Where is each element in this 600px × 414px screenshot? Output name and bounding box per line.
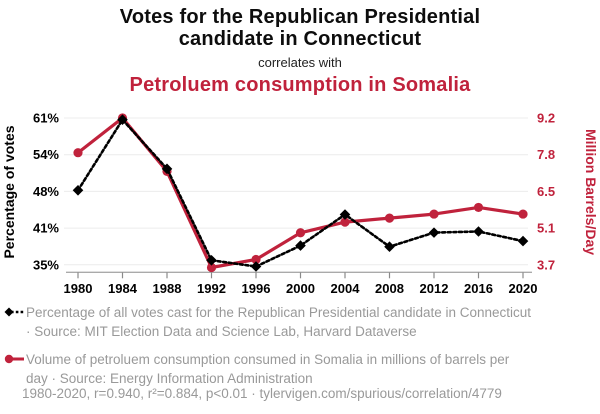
svg-text:2000: 2000 bbox=[286, 281, 315, 296]
svg-text:2004: 2004 bbox=[331, 281, 361, 296]
left-axis-ticks: 61% 54% 48% 41% 35% bbox=[33, 111, 59, 273]
line-chart-canvas: 61% 54% 48% 41% 35% 9.2 7.8 6.5 5.1 3.7 1980 1984… bbox=[1, 111, 599, 297]
chart-subtitle: Petroluem consumption in Somalia bbox=[129, 74, 471, 96]
svg-text:3.7: 3.7 bbox=[537, 257, 555, 272]
svg-text:2008: 2008 bbox=[375, 281, 404, 296]
svg-text:1980: 1980 bbox=[64, 281, 93, 296]
legend-item-votes: Percentage of all votes cast for the Rep… bbox=[4, 303, 596, 341]
svg-text:61%: 61% bbox=[33, 111, 59, 126]
legend-petroleum-text: Volume of petroluem consumption consumed… bbox=[26, 352, 510, 386]
svg-text:5.1: 5.1 bbox=[537, 221, 555, 236]
petroleum-series-icon bbox=[4, 354, 24, 364]
svg-text:48%: 48% bbox=[33, 184, 59, 199]
series-layer bbox=[72, 113, 529, 273]
correlates-with-label: correlates with bbox=[258, 55, 342, 70]
votes-series-icon bbox=[4, 307, 24, 317]
stats-footer: 1980-2020, r=0.940, r²=0.884, p<0.01 · t… bbox=[22, 386, 502, 401]
svg-text:2020: 2020 bbox=[509, 281, 538, 296]
legend-votes-text: Percentage of all votes cast for the Rep… bbox=[26, 305, 532, 339]
svg-text:54%: 54% bbox=[33, 147, 59, 162]
chart-header: Votes for the Republican Presidential ca… bbox=[0, 6, 600, 97]
svg-text:7.8: 7.8 bbox=[537, 147, 555, 162]
chart-title: Votes for the Republican Presidential ca… bbox=[119, 6, 481, 50]
left-axis-title: Percentage of votes bbox=[1, 125, 17, 258]
svg-text:41%: 41% bbox=[33, 221, 59, 236]
svg-text:35%: 35% bbox=[33, 257, 59, 272]
legend-item-petroleum: Volume of petroluem consumption consumed… bbox=[4, 350, 596, 388]
svg-text:1992: 1992 bbox=[197, 281, 226, 296]
legend: Percentage of all votes cast for the Rep… bbox=[4, 303, 596, 388]
svg-text:2012: 2012 bbox=[420, 281, 449, 296]
svg-text:1984: 1984 bbox=[108, 281, 138, 296]
svg-text:9.2: 9.2 bbox=[537, 111, 555, 126]
right-axis-title: Million Barrels/Day bbox=[583, 129, 599, 255]
right-axis-ticks: 9.2 7.8 6.5 5.1 3.7 bbox=[537, 111, 555, 273]
svg-text:1988: 1988 bbox=[153, 281, 182, 296]
svg-text:2016: 2016 bbox=[464, 281, 493, 296]
gridlines bbox=[64, 117, 528, 266]
x-axis: 1980 1984 1988 1992 1996 2000 2004 2008 2012 2016… bbox=[64, 271, 538, 296]
svg-text:1996: 1996 bbox=[242, 281, 271, 296]
svg-text:6.5: 6.5 bbox=[537, 184, 555, 199]
